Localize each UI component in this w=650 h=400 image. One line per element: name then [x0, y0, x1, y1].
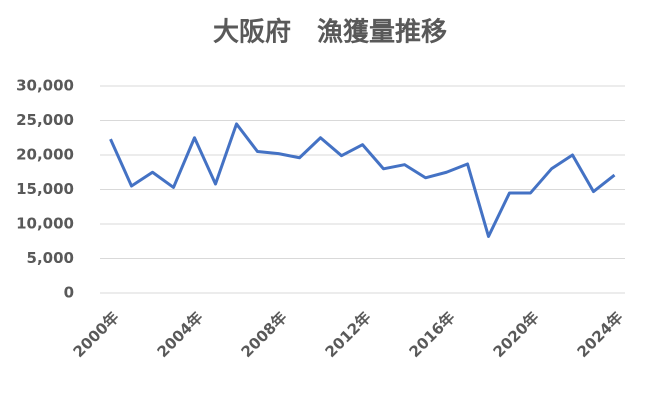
x-tick-label: 2020年: [490, 308, 543, 361]
data-line: [109, 122, 616, 238]
y-tick-label: 25,000: [16, 111, 74, 129]
x-tick-label: 2016年: [406, 308, 459, 361]
y-tick-label: 15,000: [16, 180, 74, 198]
x-tick-label: 2024年: [574, 308, 627, 361]
x-tick-label: 2000年: [70, 308, 123, 361]
chart-title: 大阪府 漁獲量推移: [213, 17, 447, 48]
x-tick-label: 2004年: [154, 308, 207, 361]
y-tick-label: 0: [64, 284, 74, 302]
y-tick-label: 10,000: [16, 215, 74, 233]
x-tick-label: 2012年: [322, 308, 375, 361]
y-tick-label: 30,000: [16, 77, 74, 95]
x-tick-label: 2008年: [238, 308, 291, 361]
y-tick-label: 5,000: [27, 249, 74, 267]
y-tick-label: 20,000: [16, 146, 74, 164]
